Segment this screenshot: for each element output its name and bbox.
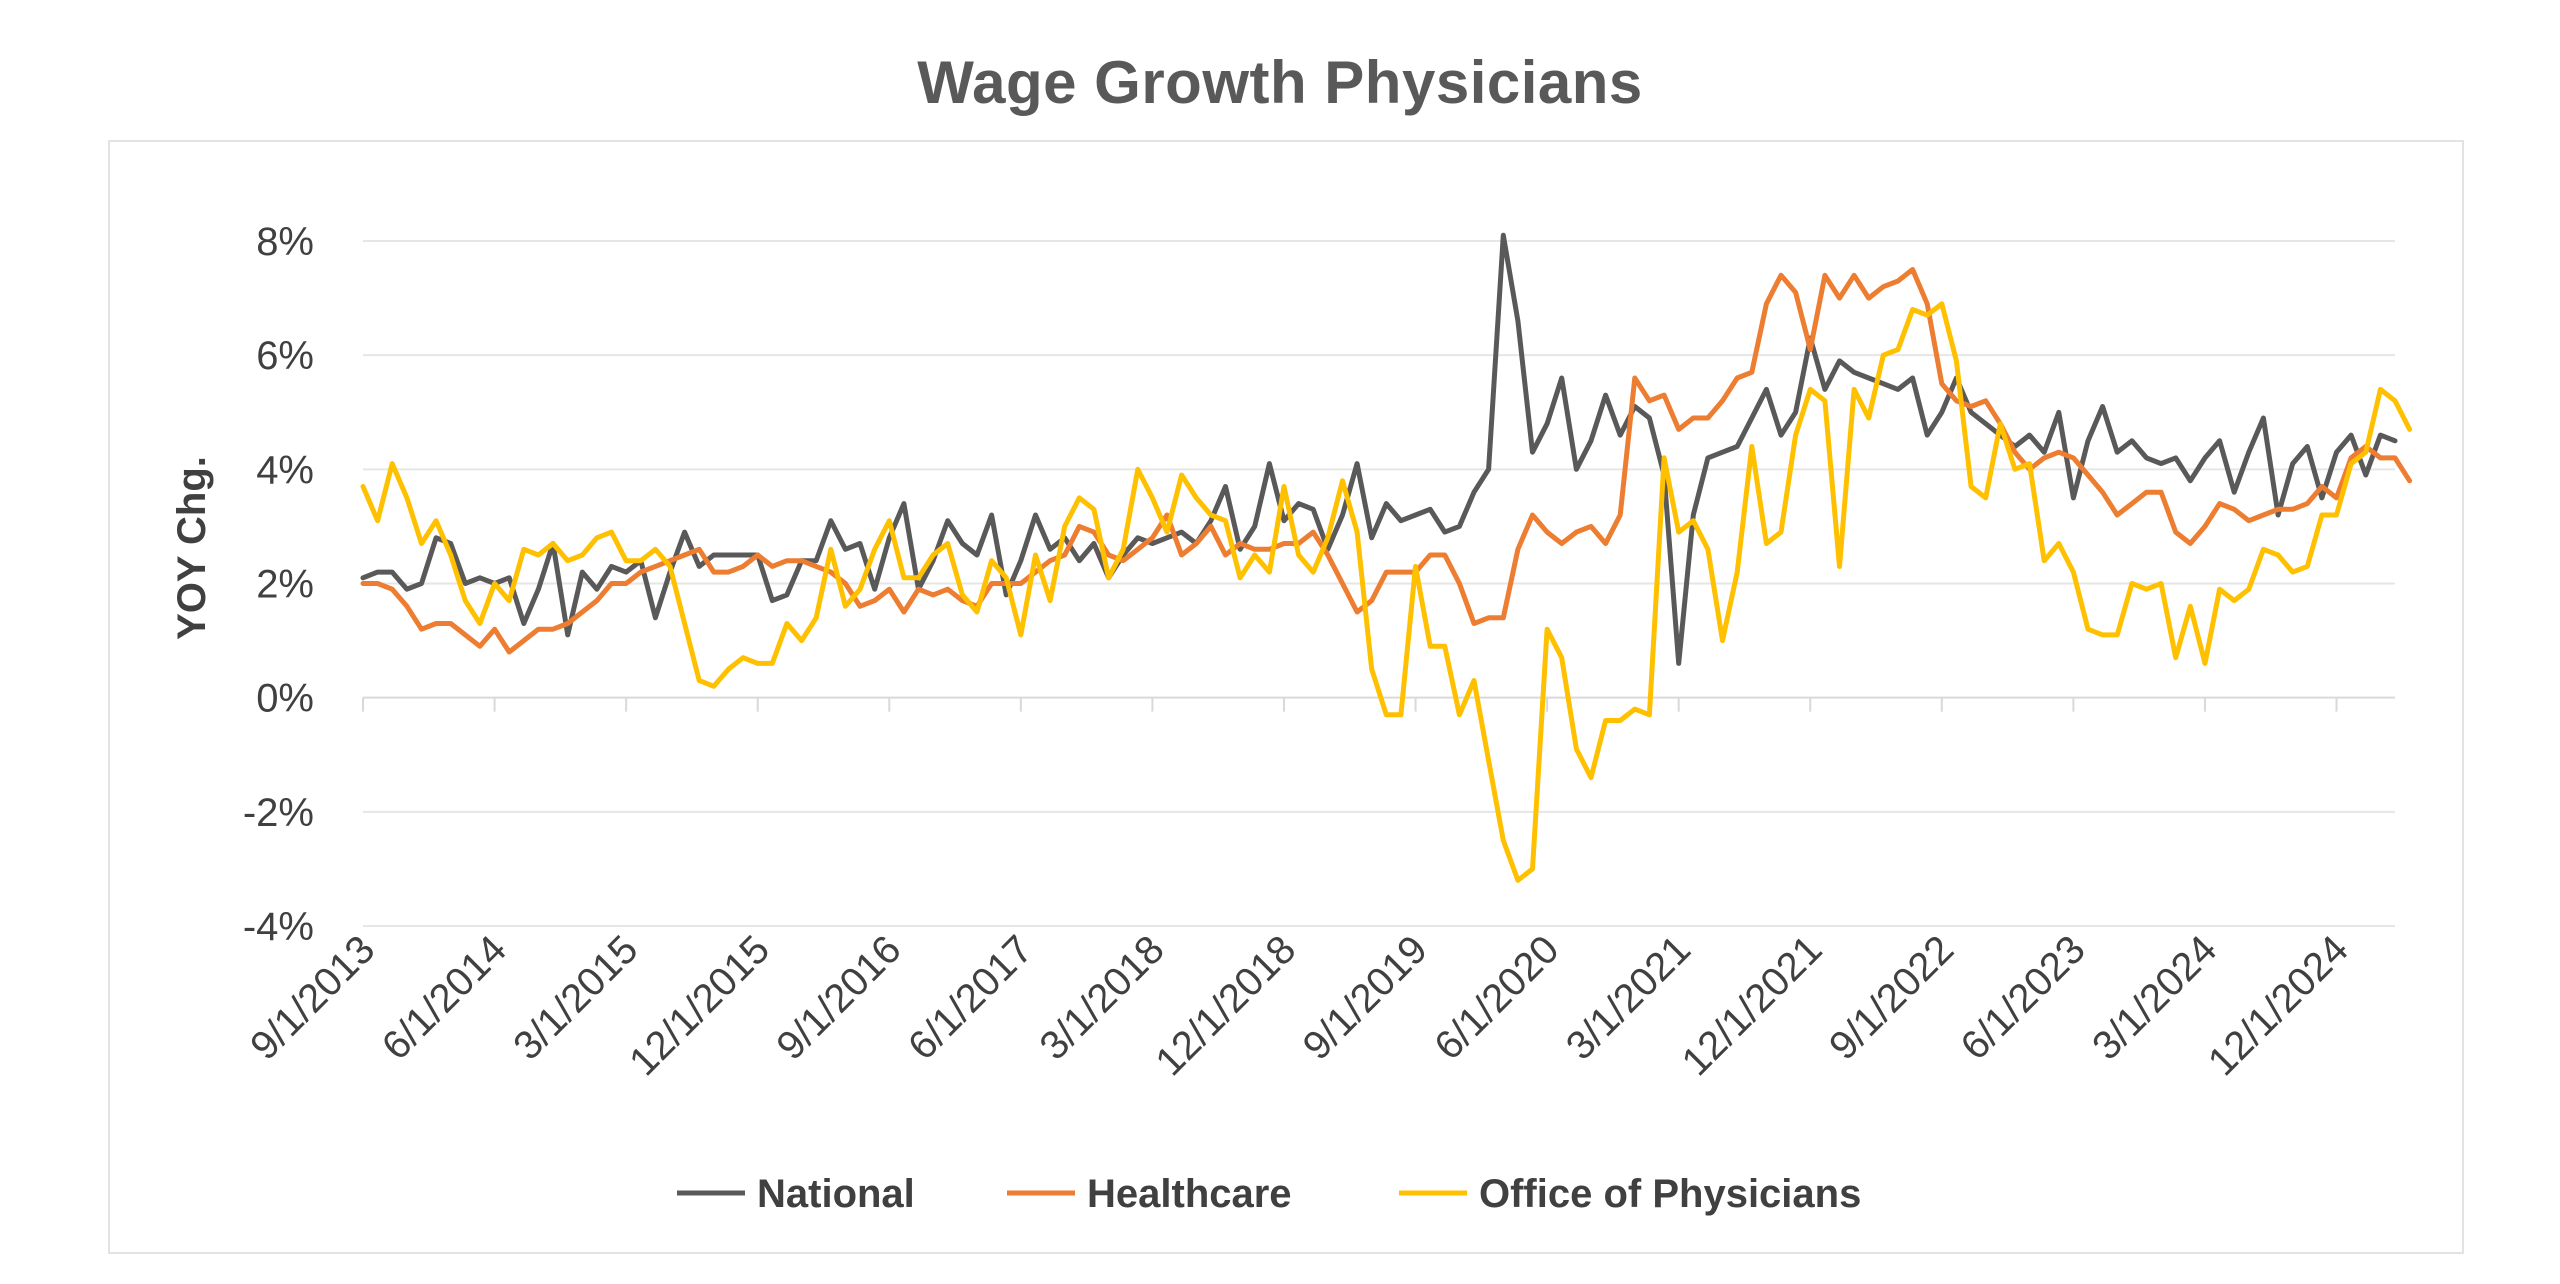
- gridlines: [363, 240, 2395, 927]
- chart-frame: [108, 140, 2464, 1254]
- x-tick-label: 12/1/2018: [1147, 927, 1304, 1084]
- series-lines: [360, 232, 2413, 883]
- x-tick-label: 6/1/2020: [1426, 927, 1567, 1068]
- x-tick-label: 6/1/2014: [374, 927, 515, 1068]
- y-tick-label: 0%: [256, 677, 314, 721]
- series-line-national: [360, 232, 2398, 666]
- y-tick-label: 2%: [256, 563, 314, 607]
- series-line-healthcare: [360, 267, 2413, 655]
- y-tick-label: 6%: [256, 334, 314, 378]
- x-tick-label: 3/1/2024: [2084, 927, 2225, 1068]
- x-tick-label: 12/1/2021: [1674, 927, 1831, 1084]
- y-tick-label: 4%: [256, 448, 314, 492]
- legend-label-office-of-physicians: Office of Physicians: [1479, 1172, 1861, 1216]
- x-tick-label: 6/1/2017: [900, 927, 1041, 1068]
- x-tick-label: 12/1/2015: [621, 927, 778, 1084]
- y-tick-label: 8%: [256, 220, 314, 264]
- legend-label-healthcare: Healthcare: [1087, 1172, 1292, 1216]
- y-axis-title: YOY Chg.: [170, 456, 214, 640]
- legend-label-national: National: [757, 1172, 915, 1216]
- x-tick-label: 3/1/2018: [1032, 927, 1173, 1068]
- x-tick-label: 6/1/2023: [1953, 927, 2094, 1068]
- x-tick-label: 12/1/2024: [2200, 927, 2357, 1084]
- x-tick-label: 3/1/2015: [505, 927, 646, 1068]
- x-tick-label: 9/1/2022: [1821, 927, 1962, 1068]
- x-tick-label: 3/1/2021: [1558, 927, 1699, 1068]
- y-axis-tick-labels: 8% 6% 4% 2% 0% -2% -4%: [243, 220, 314, 949]
- chart-title: Wage Growth Physicians: [917, 49, 1643, 116]
- series-line-office-of-physicians: [360, 301, 2413, 883]
- y-tick-label: -2%: [243, 791, 314, 835]
- legend: National Healthcare Office of Physicians: [677, 1172, 1861, 1216]
- x-axis-tick-labels: 9/1/20136/1/20143/1/201512/1/20159/1/201…: [242, 927, 2357, 1084]
- x-tick-label: 9/1/2019: [1295, 927, 1436, 1068]
- x-tick-label: 9/1/2016: [768, 927, 909, 1068]
- y-tick-label: -4%: [243, 905, 314, 949]
